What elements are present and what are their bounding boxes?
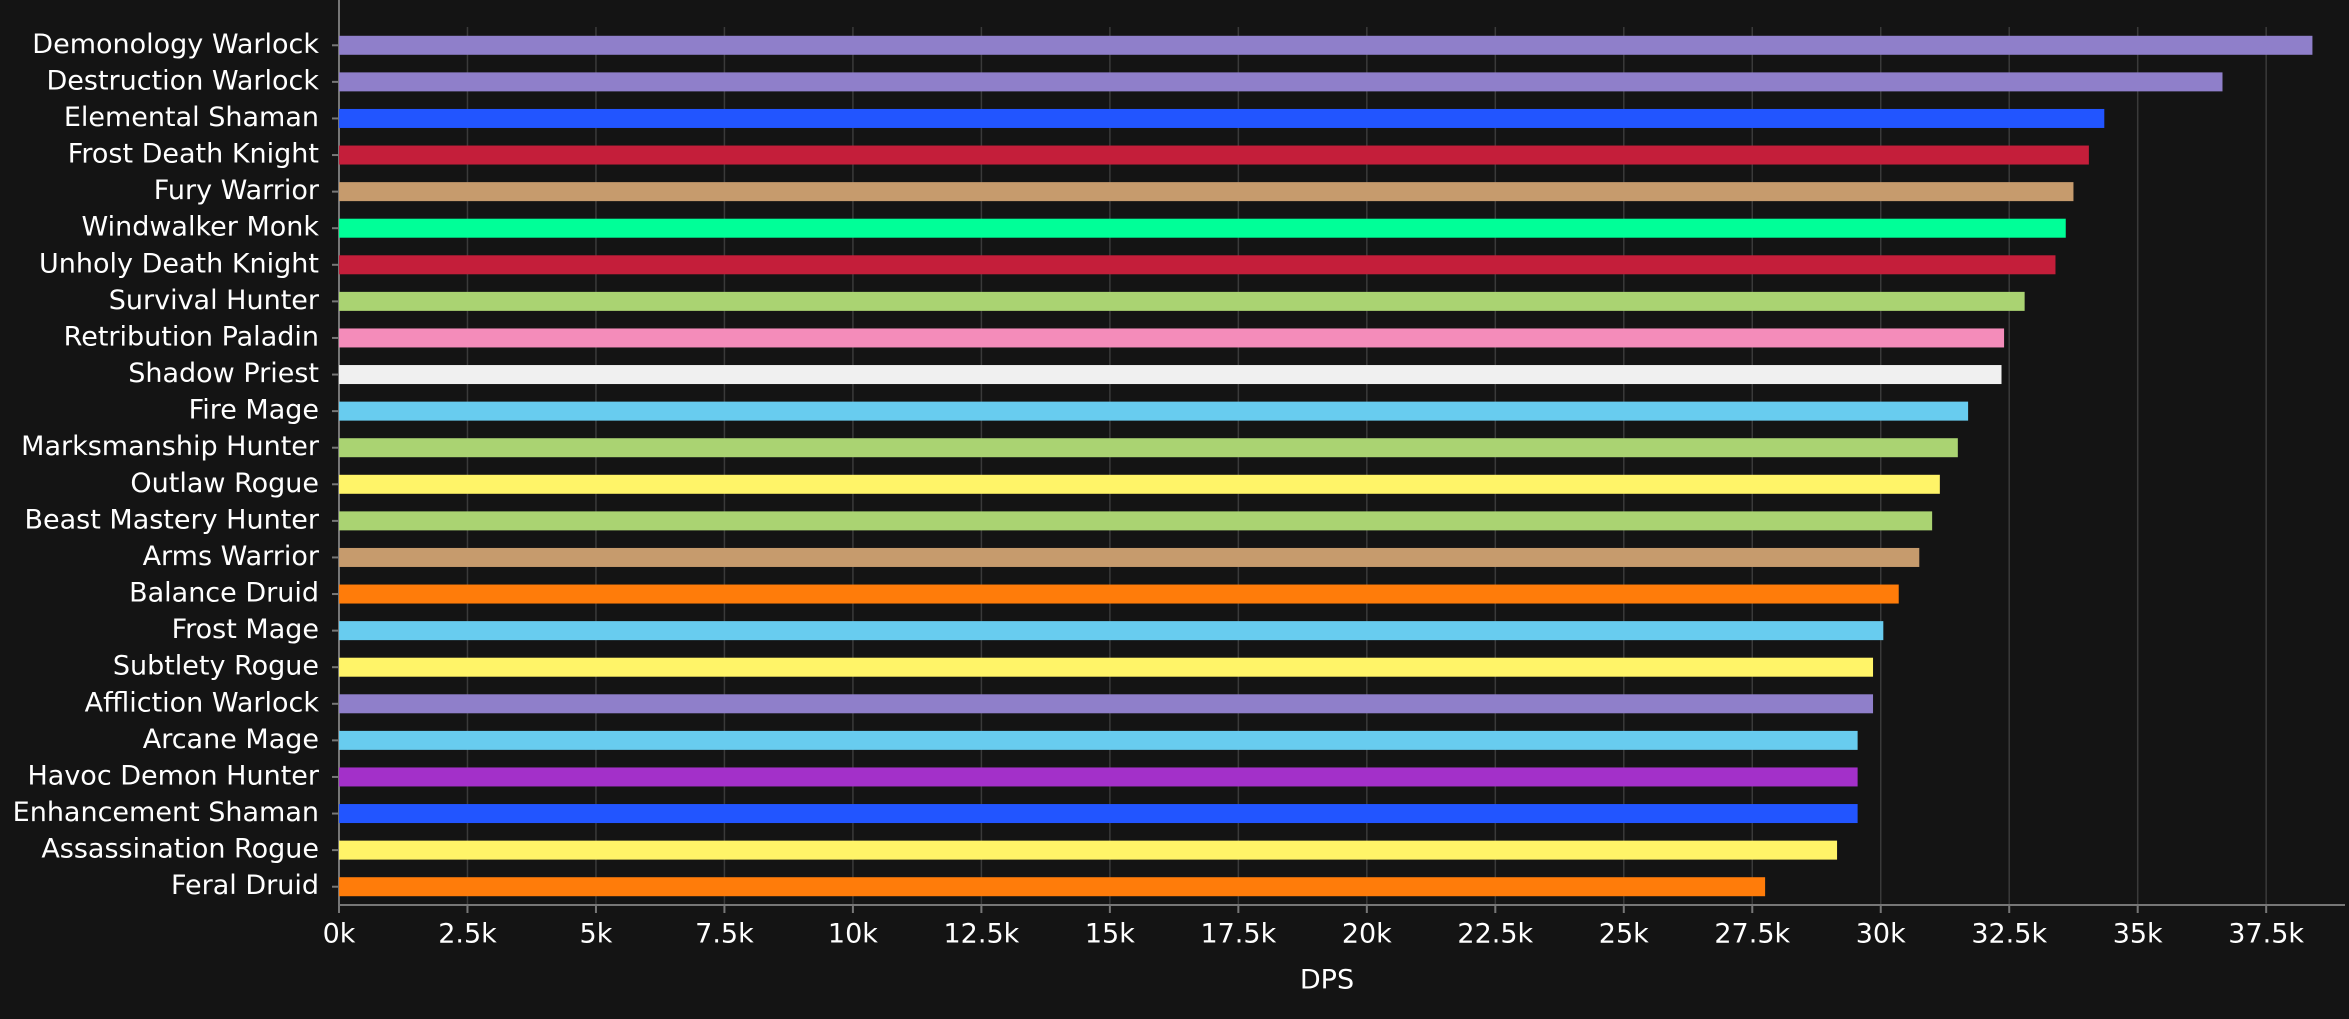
y-tick-label: Beast Mastery Hunter [24, 504, 319, 535]
y-tick-label: Frost Mage [172, 614, 319, 645]
bar [339, 474, 1940, 494]
bar [339, 35, 2313, 55]
y-tick-label: Arms Warrior [143, 541, 320, 572]
bar [339, 328, 2005, 348]
y-tick-label: Affliction Warlock [85, 687, 320, 718]
y-tick-label: Fire Mage [189, 395, 319, 426]
y-tick-label: Fury Warrior [154, 175, 320, 206]
x-tick-label: 22.5k [1457, 919, 1533, 950]
bar [339, 804, 1858, 824]
x-tick-label: 35k [2113, 919, 2163, 950]
bar [339, 145, 2089, 165]
y-tick-label: Assassination Rogue [41, 834, 319, 865]
bar [339, 182, 2074, 202]
y-tick-label: Balance Druid [129, 578, 319, 609]
y-tick-label: Enhancement Shaman [13, 797, 319, 828]
y-tick-label: Demonology Warlock [32, 29, 319, 60]
bar [339, 547, 1920, 567]
bar [339, 291, 2025, 311]
bar [339, 255, 2056, 275]
x-tick-label: 2.5k [438, 919, 497, 950]
y-tick-label: Unholy Death Knight [39, 248, 319, 279]
y-tick-label: Feral Druid [171, 870, 319, 901]
x-tick-label: 10k [828, 919, 878, 950]
x-tick-label: 5k [580, 919, 613, 950]
x-tick-label: 7.5k [695, 919, 754, 950]
bar [339, 108, 2105, 128]
x-tick-label: 0k [323, 919, 356, 950]
y-tick-label: Outlaw Rogue [130, 468, 319, 499]
x-tick-label: 20k [1342, 919, 1392, 950]
bar [339, 840, 1838, 860]
bar [339, 767, 1858, 787]
bar [339, 218, 2066, 238]
bar [339, 401, 1969, 421]
x-tick-label: 25k [1599, 919, 1649, 950]
y-tick-label: Windwalker Monk [81, 212, 319, 243]
bar [339, 621, 1884, 641]
y-tick-label: Havoc Demon Hunter [27, 760, 319, 791]
x-tick-label: 12.5k [944, 919, 1020, 950]
y-tick-label: Frost Death Knight [68, 139, 319, 170]
bar [339, 511, 1933, 531]
x-tick-label: 27.5k [1714, 919, 1790, 950]
y-tick-label: Elemental Shaman [64, 102, 319, 133]
x-tick-label: 15k [1085, 919, 1135, 950]
x-axis-label: DPS [1300, 965, 1354, 996]
bar [339, 584, 1899, 604]
x-tick-label: 17.5k [1200, 919, 1276, 950]
bar [339, 657, 1874, 677]
y-tick-label: Subtlety Rogue [113, 651, 319, 682]
bar [339, 365, 2002, 385]
x-tick-label: 37.5k [2228, 919, 2304, 950]
y-tick-label: Destruction Warlock [46, 65, 319, 96]
bar [339, 877, 1766, 897]
y-tick-label: Shadow Priest [128, 358, 319, 389]
y-tick-label: Arcane Mage [143, 724, 319, 755]
bar [339, 694, 1874, 714]
x-tick-label: 30k [1856, 919, 1906, 950]
y-tick-label: Retribution Paladin [64, 321, 319, 352]
bar [339, 730, 1858, 750]
x-tick-label: 32.5k [1971, 919, 2047, 950]
y-tick-label: Marksmanship Hunter [21, 431, 320, 462]
y-tick-label: Survival Hunter [109, 285, 320, 316]
bar [339, 438, 1958, 458]
bar [339, 72, 2223, 92]
